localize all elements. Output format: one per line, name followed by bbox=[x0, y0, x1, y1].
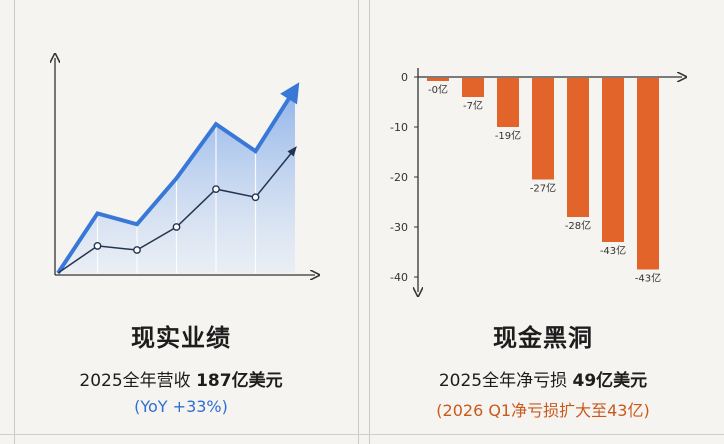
loss-bar bbox=[637, 78, 659, 270]
loss-subtitle: 2025全年净亏损 49亿美元 bbox=[362, 366, 724, 391]
loss-y-tick-label: -10 bbox=[390, 121, 408, 134]
revenue-data-point bbox=[212, 185, 220, 193]
loss-bar-label: -28亿 bbox=[565, 219, 591, 232]
loss-bar bbox=[497, 78, 519, 127]
divider-left bbox=[14, 0, 15, 444]
loss-bar bbox=[462, 78, 484, 97]
net-loss-bar-chart: 0 -10 -20 -30 -40 -0亿 -7亿 -19亿 -27亿 -28亿 -43亿 -43亿 bbox=[390, 68, 724, 300]
revenue-data-point bbox=[93, 242, 102, 250]
revenue-trend-arrowhead bbox=[280, 82, 300, 105]
loss-bar bbox=[567, 78, 589, 217]
loss-bar-label: -0亿 bbox=[428, 83, 448, 96]
revenue-data-point bbox=[172, 223, 181, 231]
loss-bar-label: -27亿 bbox=[530, 182, 556, 195]
loss-bar-label: -43亿 bbox=[635, 272, 661, 285]
revenue-data-point bbox=[251, 193, 260, 202]
loss-title: 现金黑洞 bbox=[493, 324, 593, 352]
revenue-subtitle: 2025全年营收 187亿美元 bbox=[0, 366, 362, 391]
loss-note: (2026 Q1净亏损扩大至43亿) bbox=[436, 401, 650, 420]
loss-panel: 0 -10 -20 -30 -40 -0亿 -7亿 -19亿 -27亿 -28亿 -43亿 -43亿 … bbox=[362, 0, 724, 444]
divider-center-2 bbox=[369, 0, 370, 444]
loss-y-tick-label: -40 bbox=[390, 271, 408, 284]
loss-bar bbox=[427, 78, 449, 81]
loss-bar bbox=[532, 78, 554, 180]
revenue-panel: 现实业绩 2025全年营收 187亿美元 (YoY +33%) bbox=[0, 0, 362, 416]
revenue-subtitle-value: 187亿美元 bbox=[196, 371, 283, 391]
divider-bottom bbox=[0, 434, 724, 435]
revenue-subtitle-prefix: 2025全年营收 bbox=[79, 371, 197, 391]
revenue-growth-chart bbox=[0, 0, 362, 300]
revenue-data-point bbox=[133, 246, 141, 254]
loss-subtitle-value: 49亿美元 bbox=[572, 371, 648, 391]
revenue-trend-line bbox=[56, 87, 297, 275]
loss-y-tick-label: -20 bbox=[390, 171, 408, 184]
loss-bar bbox=[602, 78, 624, 242]
loss-y-tick-label: -30 bbox=[390, 221, 408, 234]
loss-bar-label: -19亿 bbox=[495, 129, 521, 142]
revenue-title: 现实业绩 bbox=[131, 324, 231, 352]
loss-y-tick-label: 0 bbox=[401, 71, 408, 84]
revenue-secondary-arrowhead bbox=[287, 146, 297, 157]
loss-bar-label: -43亿 bbox=[600, 244, 626, 257]
revenue-yoy-note: (YoY +33%) bbox=[134, 397, 228, 416]
loss-bar-label: -7亿 bbox=[463, 99, 483, 112]
loss-subtitle-prefix: 2025全年净亏损 bbox=[438, 371, 573, 391]
divider-center bbox=[358, 0, 359, 444]
